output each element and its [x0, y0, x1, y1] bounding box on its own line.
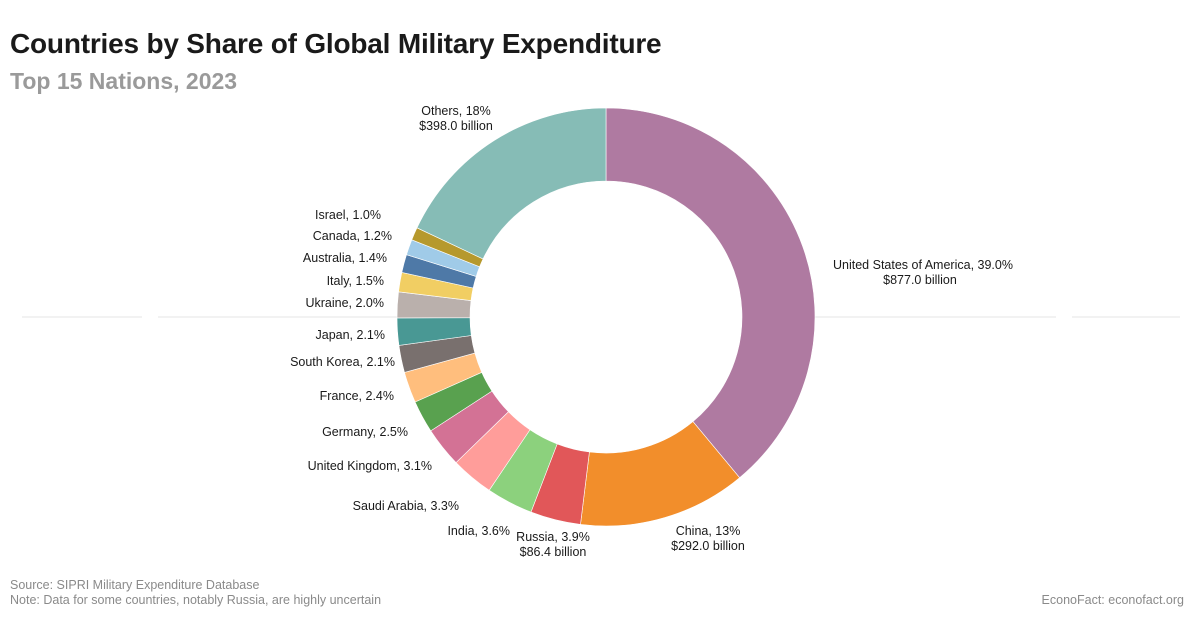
label-russia: Russia, 3.9%: [516, 530, 590, 544]
label-united-states-of-america: United States of America, 39.0%: [833, 258, 1013, 272]
slice-united-states-of-america: [605, 107, 816, 479]
chart-subtitle: Top 15 Nations, 2023: [10, 68, 238, 94]
chart-title: Countries by Share of Global Military Ex…: [10, 28, 662, 59]
label-others: Others, 18%: [421, 104, 490, 118]
value-label-others: $398.0 billion: [419, 119, 493, 133]
credit: EconoFact: econofact.org: [1041, 593, 1184, 607]
label-saudi-arabia: Saudi Arabia, 3.3%: [353, 499, 459, 513]
label-france: France, 2.4%: [320, 389, 394, 403]
value-label-united-states-of-america: $877.0 billion: [883, 273, 957, 287]
label-south-korea: South Korea, 2.1%: [290, 355, 395, 369]
label-japan: Japan, 2.1%: [316, 328, 386, 342]
label-ukraine: Ukraine, 2.0%: [305, 296, 384, 310]
label-united-kingdom: United Kingdom, 3.1%: [308, 459, 432, 473]
value-label-russia: $86.4 billion: [520, 545, 587, 559]
slice-others: [416, 107, 607, 260]
label-italy: Italy, 1.5%: [327, 274, 384, 288]
label-australia: Australia, 1.4%: [303, 251, 387, 265]
value-label-china: $292.0 billion: [671, 539, 745, 553]
labels-group: United States of America, 39.0%$877.0 bi…: [290, 104, 1013, 559]
footer-notes: Source: SIPRI Military Expenditure Datab…: [10, 578, 381, 608]
label-israel: Israel, 1.0%: [315, 208, 381, 222]
label-canada: Canada, 1.2%: [313, 229, 392, 243]
source-note: Source: SIPRI Military Expenditure Datab…: [10, 578, 260, 592]
label-india: India, 3.6%: [447, 524, 510, 538]
label-china: China, 13%: [676, 524, 741, 538]
slices-group: [396, 107, 816, 527]
label-germany: Germany, 2.5%: [322, 425, 408, 439]
data-note: Note: Data for some countries, notably R…: [10, 593, 382, 607]
